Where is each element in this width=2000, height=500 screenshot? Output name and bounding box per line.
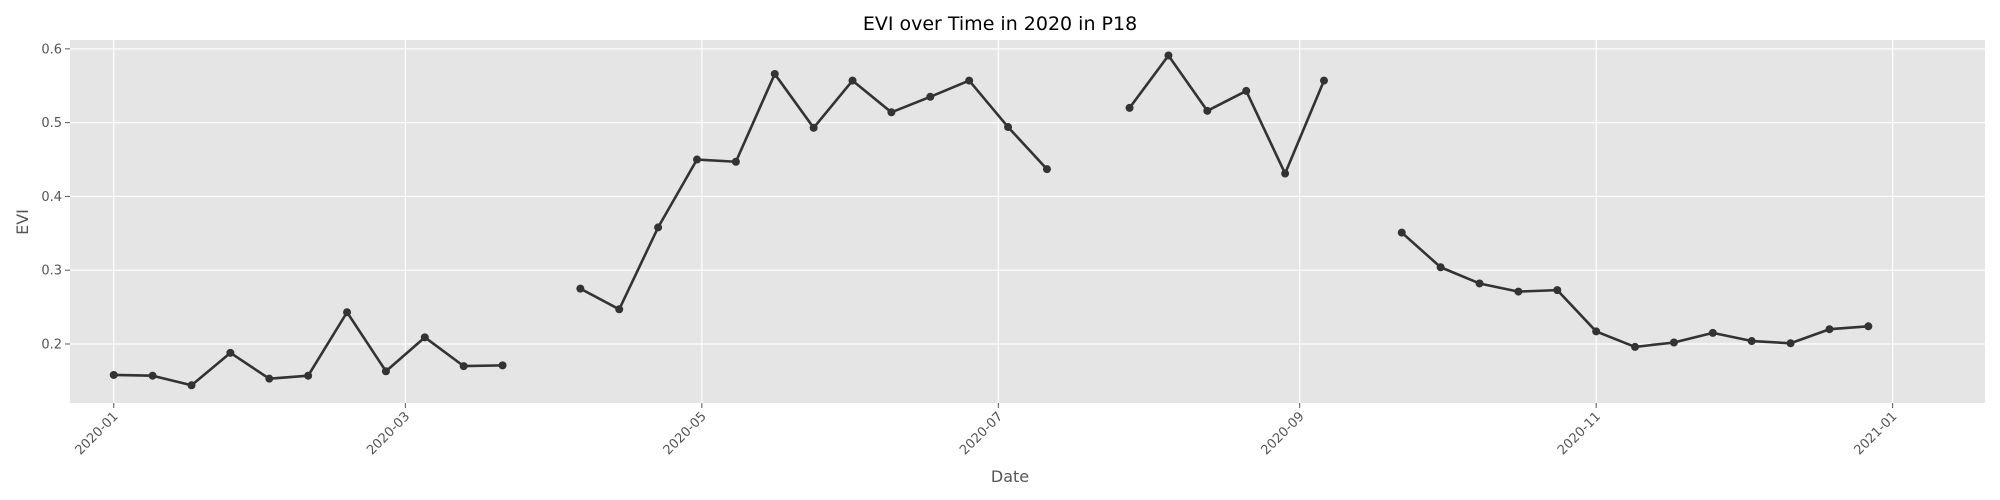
data-point (1864, 322, 1873, 331)
y-tick-label: 0.3 (41, 264, 62, 279)
x-tick-label: 2020-11 (1555, 409, 1604, 458)
data-point (1786, 339, 1795, 348)
y-tick-label: 0.2 (41, 337, 62, 352)
data-point (615, 305, 624, 314)
series-layer (109, 51, 1873, 390)
data-point (692, 155, 701, 164)
data-point (1592, 327, 1601, 336)
data-point (926, 92, 935, 101)
data-point (809, 123, 818, 132)
data-point (1436, 263, 1445, 272)
x-tick-label: 2020-03 (364, 409, 413, 458)
y-tick-label: 0.4 (41, 190, 62, 205)
data-point (1825, 325, 1834, 334)
data-point (109, 370, 118, 379)
data-point (965, 76, 974, 85)
y-tick-label: 0.6 (41, 42, 62, 57)
data-point (1514, 287, 1523, 296)
data-point (1004, 123, 1013, 132)
data-point (848, 76, 857, 85)
x-tick-label: 2020-05 (661, 409, 710, 458)
data-point (887, 108, 896, 117)
data-point (1669, 338, 1678, 347)
data-point (187, 381, 196, 390)
data-point (1203, 106, 1212, 115)
data-point (770, 69, 779, 78)
x-tick-label: 2020-09 (1258, 409, 1307, 458)
data-point (148, 371, 157, 380)
data-point (1164, 51, 1173, 60)
data-point (226, 348, 235, 357)
data-point (1553, 286, 1562, 295)
data-point (731, 157, 740, 166)
data-point (1631, 342, 1640, 351)
data-point (576, 284, 585, 293)
data-point (1319, 76, 1328, 85)
series-line (1128, 54, 1326, 175)
data-point (1281, 169, 1290, 178)
data-point (1125, 103, 1134, 112)
x-tick-label: 2020-01 (73, 409, 122, 458)
data-point (265, 374, 274, 383)
data-point (304, 371, 313, 380)
data-point (420, 333, 429, 342)
data-point (1042, 165, 1051, 174)
data-point (1747, 337, 1756, 346)
data-point (1397, 228, 1406, 237)
chart-title: EVI over Time in 2020 in P18 (863, 13, 1137, 35)
data-point (343, 308, 352, 317)
data-point (1708, 328, 1717, 337)
x-tick-label: 2021-01 (1851, 409, 1900, 458)
y-axis-label: EVI (13, 209, 32, 235)
data-point (654, 223, 663, 232)
y-tick-label: 0.5 (41, 116, 62, 131)
plot-area (70, 40, 1985, 403)
gridlines (70, 40, 1985, 403)
data-point (381, 367, 390, 376)
x-tick-label: 2020-07 (957, 409, 1006, 458)
data-point (1475, 279, 1484, 288)
x-axis-label: Date (991, 467, 1029, 486)
data-point (498, 361, 507, 370)
data-point (1242, 86, 1251, 95)
data-point (459, 362, 468, 371)
